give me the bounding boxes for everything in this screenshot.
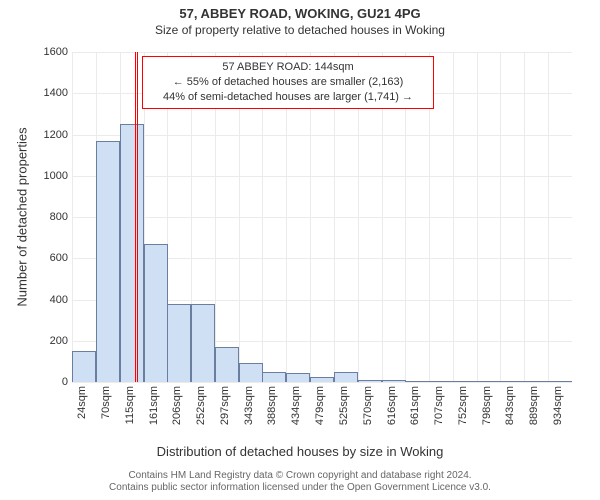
y-tick-label: 200 [50,335,68,347]
x-tick-label: 388sqm [266,386,278,425]
grid-line-v [548,52,549,382]
x-tick-label: 661sqm [409,386,421,425]
histogram-bar [500,381,524,382]
x-tick-label: 70sqm [100,386,112,419]
annotation-line: 44% of semi-detached houses are larger (… [151,90,425,105]
y-tick-label: 1000 [44,170,68,182]
annotation-box: 57 ABBEY ROAD: 144sqm← 55% of detached h… [142,56,434,109]
grid-line-v [500,52,501,382]
attribution-text: Contains HM Land Registry data © Crown c… [0,470,600,494]
y-tick-label: 600 [50,252,68,264]
chart-container: { "title": "57, ABBEY ROAD, WOKING, GU21… [0,0,600,500]
x-tick-label: 525sqm [338,386,350,425]
y-axis-label: Number of detached properties [15,127,30,306]
grid-line-v [453,52,454,382]
x-tick-label: 115sqm [124,386,136,424]
x-tick-label: 252sqm [195,386,207,425]
histogram-bar [405,381,429,382]
grid-line-h [72,135,572,136]
x-tick-label: 570sqm [362,386,374,425]
histogram-bar [310,377,334,382]
x-tick-label: 616sqm [386,386,398,425]
histogram-bar [239,363,263,382]
x-tick-label: 297sqm [219,386,231,425]
histogram-bar [215,347,239,382]
annotation-line: 57 ABBEY ROAD: 144sqm [151,60,425,75]
chart-title: 57, ABBEY ROAD, WOKING, GU21 4PG [0,0,600,21]
histogram-bar [262,372,286,382]
y-tick-label: 1400 [44,87,68,99]
histogram-bar [382,380,406,382]
histogram-bar [72,351,96,382]
grid-line-h [72,176,572,177]
chart-subtitle: Size of property relative to detached ho… [0,23,600,37]
x-tick-label: 934sqm [552,386,564,425]
histogram-bar [96,141,120,382]
x-tick-label: 798sqm [481,386,493,425]
grid-line-h [72,217,572,218]
x-tick-label: 707sqm [433,386,445,425]
histogram-bar [453,381,477,382]
x-tick-label: 343sqm [243,386,255,425]
histogram-bar [334,372,358,382]
marker-line [135,52,138,382]
grid-line-h [72,382,572,383]
y-tick-label: 1600 [44,46,68,58]
x-tick-label: 479sqm [314,386,326,425]
grid-line-v [524,52,525,382]
histogram-bar [429,381,453,382]
x-tick-label: 434sqm [290,386,302,425]
x-tick-label: 206sqm [171,386,183,425]
y-tick-label: 400 [50,294,68,306]
x-tick-label: 161sqm [148,386,160,425]
histogram-bar [524,381,548,382]
grid-line-v [72,52,73,382]
histogram-bar [548,381,572,382]
y-tick-label: 0 [62,376,68,388]
x-tick-label: 752sqm [457,386,469,425]
histogram-bar [144,244,168,382]
attribution-line-2: Contains public sector information licen… [109,482,491,493]
annotation-line: ← 55% of detached houses are smaller (2,… [151,75,425,90]
grid-line-h [72,52,572,53]
histogram-bar [191,304,215,382]
histogram-bar [358,380,382,382]
x-axis-label: Distribution of detached houses by size … [0,444,600,459]
x-tick-label: 889sqm [528,386,540,425]
histogram-bar [477,381,501,382]
attribution-line-1: Contains HM Land Registry data © Crown c… [128,470,471,481]
y-tick-label: 800 [50,211,68,223]
histogram-bar [120,124,144,382]
histogram-bar [167,304,191,382]
grid-line-v [477,52,478,382]
x-tick-label: 843sqm [504,386,516,425]
y-tick-label: 1200 [44,129,68,141]
x-tick-label: 24sqm [76,386,88,419]
histogram-bar [286,373,310,382]
